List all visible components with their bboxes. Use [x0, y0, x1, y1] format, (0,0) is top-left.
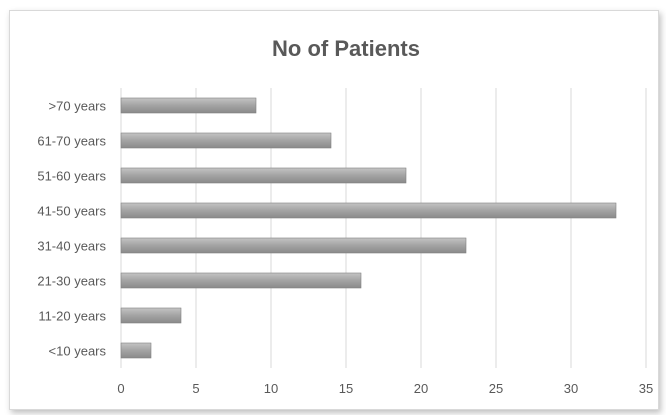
- bar: [120, 237, 467, 254]
- grid-layer: [120, 88, 647, 368]
- chart-title: No of Patients: [272, 36, 420, 61]
- bar: [120, 272, 362, 289]
- x-tick-label: 15: [339, 381, 353, 396]
- category-label: 51-60 years: [37, 169, 106, 184]
- bar: [120, 167, 407, 184]
- x-tick-label: 10: [264, 381, 278, 396]
- bar: [120, 97, 257, 114]
- x-tick-label: 25: [489, 381, 503, 396]
- x-tick-label: 5: [192, 381, 199, 396]
- x-tick-label: 20: [414, 381, 428, 396]
- x-tick-label: 0: [117, 381, 124, 396]
- bar: [120, 132, 332, 149]
- category-label: 31-40 years: [37, 239, 106, 254]
- category-label: >70 years: [49, 99, 107, 114]
- x-tick-label: 35: [639, 381, 653, 396]
- category-label: 21-30 years: [37, 274, 106, 289]
- bar-layer: [120, 97, 617, 359]
- x-tick-labels: 0 5 10 15 20 25 30 35: [117, 381, 653, 396]
- x-tick-label: 30: [564, 381, 578, 396]
- category-label: <10 years: [49, 344, 107, 359]
- bar: [120, 307, 182, 324]
- category-label: 41-50 years: [37, 204, 106, 219]
- category-labels: <10 years 11-20 years 21-30 years 31-40 yea…: [37, 99, 106, 359]
- category-label: 61-70 years: [37, 134, 106, 149]
- bar: [120, 202, 617, 219]
- bar: [120, 342, 152, 359]
- category-label: 11-20 years: [38, 309, 106, 324]
